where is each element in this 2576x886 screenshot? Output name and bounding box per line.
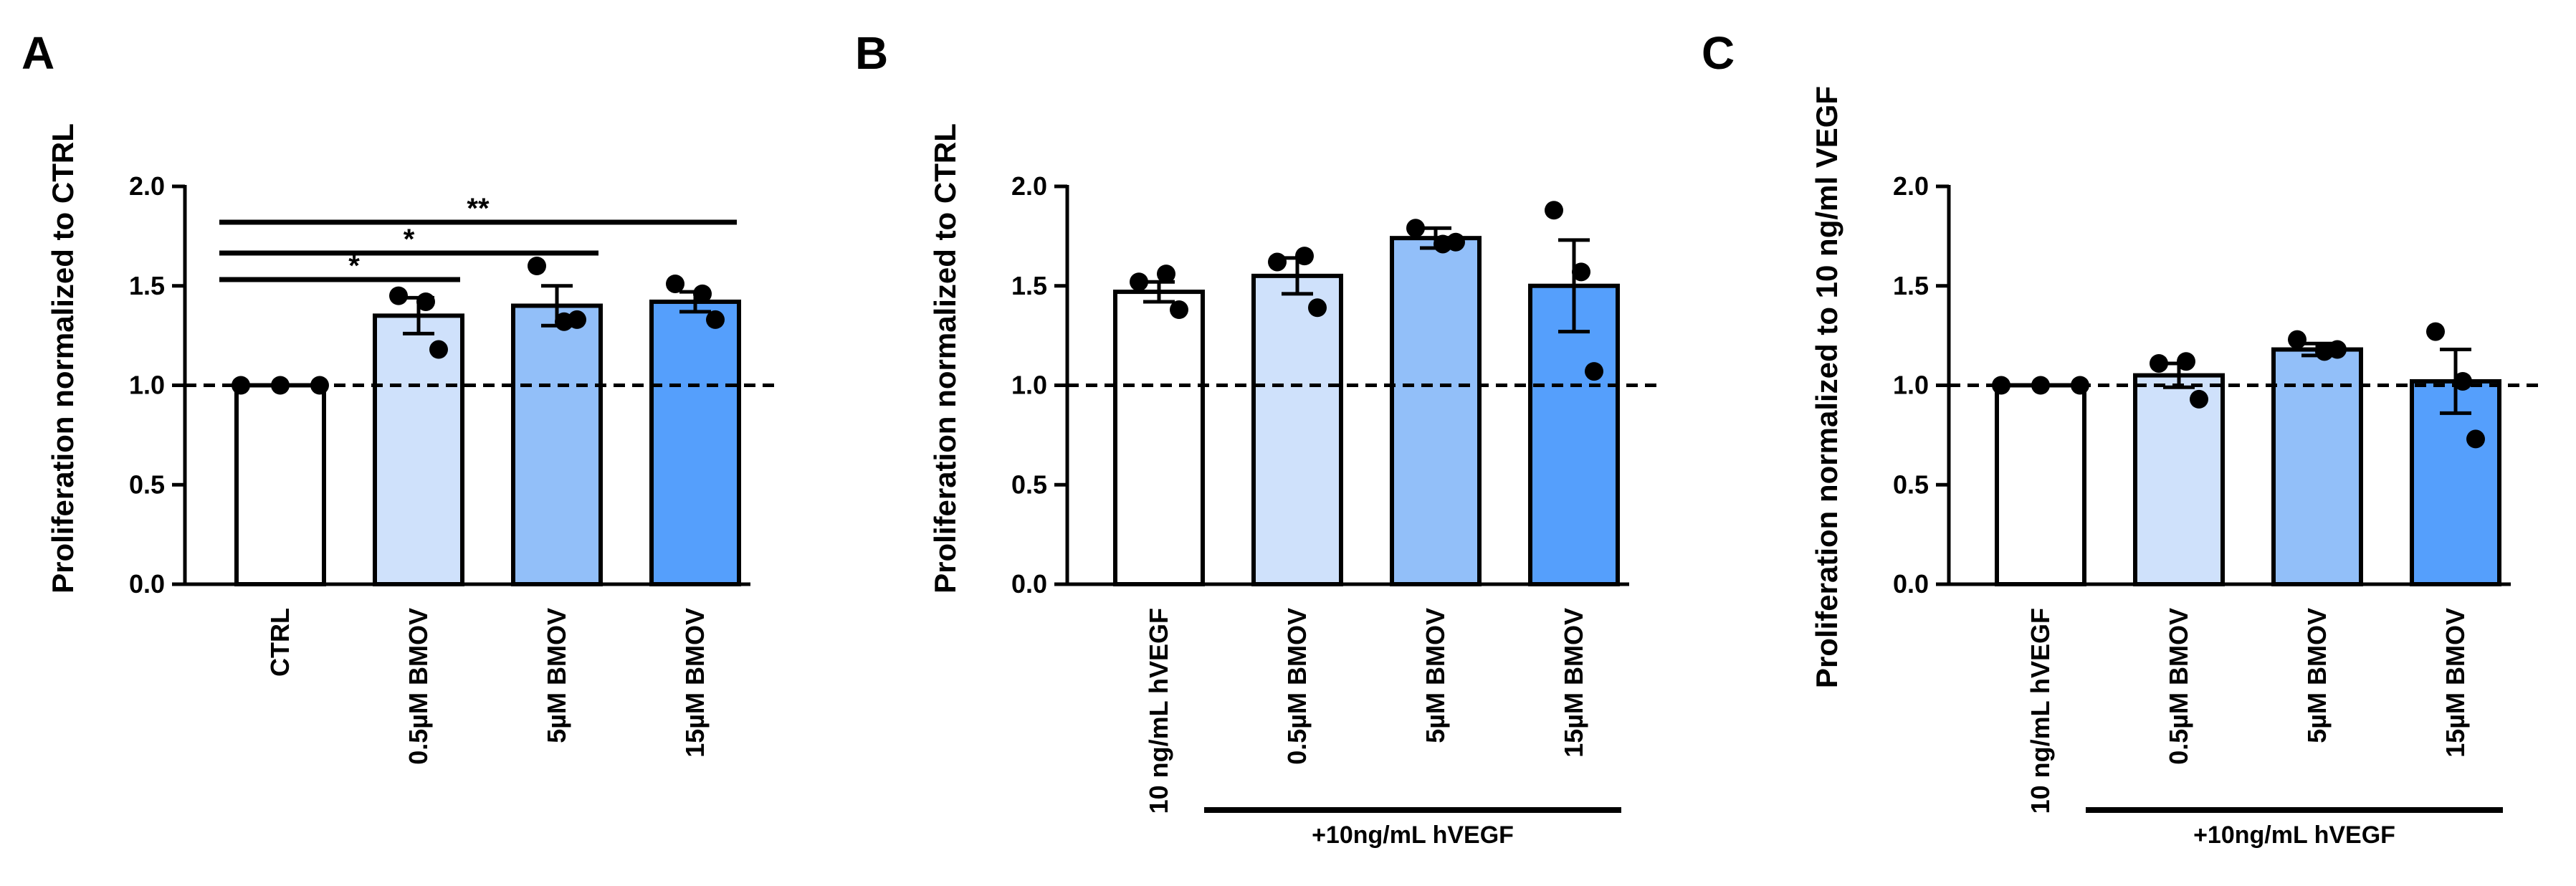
data-point xyxy=(2426,322,2445,341)
data-point xyxy=(2328,340,2347,359)
significance-label: * xyxy=(404,224,415,255)
y-tick-label: 2.0 xyxy=(1011,171,1047,201)
data-point xyxy=(1585,362,1603,381)
data-point xyxy=(528,257,546,275)
panel-a: A Proliferation normalized to CTRL 0.0 0.… xyxy=(22,27,779,765)
data-point xyxy=(1992,376,2010,395)
y-tick-label: 0.0 xyxy=(1011,569,1047,599)
data-point xyxy=(1268,252,1287,272)
data-point xyxy=(429,340,448,359)
y-tick-label: 0.5 xyxy=(1893,470,1929,499)
y-tick-label: 2.0 xyxy=(1893,171,1929,201)
y-axis-label: Proliferation normalized to CTRL xyxy=(46,123,80,594)
significance-label: * xyxy=(348,250,360,282)
y-tick-label: 1.5 xyxy=(129,271,165,300)
data-point xyxy=(416,292,435,311)
data-point xyxy=(2150,353,2168,373)
category-label: 15µM BMOV xyxy=(2441,608,2470,758)
category-label: 15µM BMOV xyxy=(680,608,710,758)
data-point xyxy=(1545,201,1563,220)
data-point xyxy=(232,376,250,395)
group-label: +10ng/mL hVEGF xyxy=(1312,821,1514,849)
panel-c: C Proliferation normalized to 10 ng/ml V… xyxy=(1702,27,2539,849)
data-point xyxy=(389,286,408,305)
y-axis-label: Proliferation normalized to 10 ng/ml VEG… xyxy=(1810,86,1843,688)
bar xyxy=(234,383,326,586)
data-point xyxy=(310,376,329,395)
y-tick-label: 1.5 xyxy=(1893,271,1929,300)
y-axis-label: Proliferation normalized to CTRL xyxy=(928,123,962,594)
group-label: +10ng/mL hVEGF xyxy=(2193,821,2395,849)
data-point xyxy=(2031,376,2050,395)
y-tick-label: 1.0 xyxy=(1011,371,1047,400)
data-point xyxy=(2071,376,2089,395)
panel-letter: B xyxy=(855,27,888,79)
data-point xyxy=(568,310,586,329)
category-label: 10 ng/mL hVEGF xyxy=(1144,608,1173,814)
data-point xyxy=(1170,300,1188,320)
data-point xyxy=(2453,371,2472,391)
plot-area: 0.0 0.5 1.0 1.5 2.0 10 ng/mL hVEGF 0.5µM BMOV 5… xyxy=(1011,171,1658,849)
data-point xyxy=(2190,389,2208,409)
data-point xyxy=(706,310,725,329)
data-point xyxy=(2288,330,2307,349)
category-label: 15µM BMOV xyxy=(1559,608,1588,758)
category-label: CTRL xyxy=(265,608,295,677)
data-point xyxy=(271,376,290,395)
bar xyxy=(373,313,464,586)
category-label: 0.5µM BMOV xyxy=(2164,608,2193,765)
y-tick-label: 0.0 xyxy=(1893,569,1929,599)
category-label: 0.5µM BMOV xyxy=(404,608,433,765)
data-point xyxy=(693,284,712,303)
bar xyxy=(1995,383,2086,586)
data-point xyxy=(1308,298,1327,318)
category-label: 10 ng/mL hVEGF xyxy=(2026,608,2055,814)
data-point xyxy=(666,274,684,293)
data-point xyxy=(2466,429,2485,449)
data-point xyxy=(1446,232,1465,252)
data-point xyxy=(2177,352,2195,371)
category-label: 5µM BMOV xyxy=(542,608,571,743)
panel-letter: C xyxy=(1702,27,1735,79)
y-tick-label: 0.5 xyxy=(1011,470,1047,499)
y-tick-label: 0.0 xyxy=(129,569,165,599)
data-point xyxy=(1572,262,1590,282)
bar xyxy=(649,299,741,586)
bar xyxy=(1251,273,1343,586)
bar xyxy=(1390,236,1482,586)
y-tick-label: 1.5 xyxy=(1011,271,1047,300)
data-point xyxy=(1295,247,1314,266)
category-label: 0.5µM BMOV xyxy=(1282,608,1312,765)
category-label: 5µM BMOV xyxy=(2302,608,2332,743)
data-point xyxy=(1406,219,1425,238)
plot-area: 0.00.51.01.52.0****CTRL 0.5µM BMOV 5µM BMO… xyxy=(129,171,779,765)
significance-label: ** xyxy=(467,193,490,224)
bar xyxy=(511,303,603,586)
bar xyxy=(2133,373,2225,586)
category-label: 5µM BMOV xyxy=(1421,608,1450,743)
bar xyxy=(1528,283,1620,586)
y-tick-label: 1.0 xyxy=(1893,371,1929,400)
y-tick-label: 2.0 xyxy=(129,171,165,201)
plot-area: 0.0 0.5 1.0 1.5 2.0 10 ng/mL hVEGF 0.5µM BMOV 5… xyxy=(1893,171,2539,849)
y-tick-label: 0.5 xyxy=(129,470,165,499)
bar xyxy=(2271,347,2363,586)
data-point xyxy=(1130,272,1148,292)
y-tick-label: 1.0 xyxy=(129,371,165,400)
panel-letter: A xyxy=(22,27,54,79)
panel-b: B Proliferation normalized to CTRL 0.00.… xyxy=(855,27,1658,849)
data-point xyxy=(1157,265,1175,284)
bar xyxy=(1113,290,1205,586)
